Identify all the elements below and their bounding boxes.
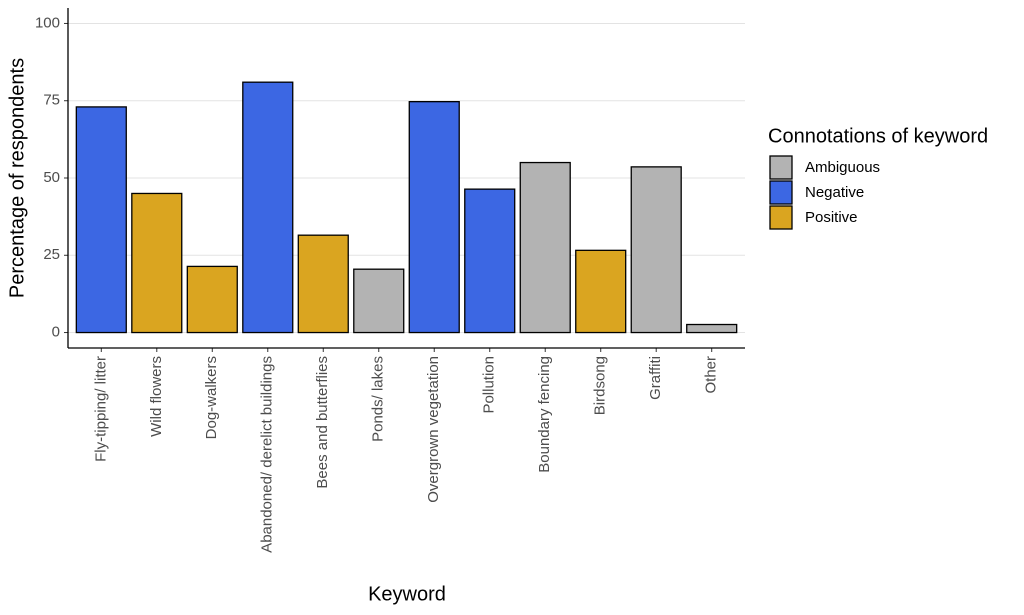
x-tick-label: Ponds/ lakes (370, 356, 387, 442)
legend-key (769, 205, 793, 230)
legend-title: Connotations of keyword (768, 125, 988, 147)
x-tick-label: Other (703, 356, 720, 394)
x-tick-label: Birdsong (592, 356, 609, 415)
x-tick-label: Fly-tipping/ litter (92, 356, 109, 462)
y-tick-label: 75 (43, 92, 60, 109)
bar (75, 106, 127, 334)
legend-key (769, 180, 793, 205)
bar (575, 249, 627, 334)
legend-key (769, 155, 793, 180)
bar (242, 81, 294, 334)
x-axis-title: Keyword (368, 583, 446, 605)
bar (186, 265, 238, 334)
y-tick-label: 25 (43, 246, 60, 263)
bar (131, 192, 183, 334)
x-tick-label: Dog-walkers (203, 356, 220, 439)
bar (297, 234, 349, 334)
x-tick-label: Graffiti (647, 356, 664, 400)
x-tick-label: Abandoned/ derelict buildings (259, 356, 276, 553)
x-tick-label: Boundary fencing (536, 356, 553, 473)
legend-label: Negative (805, 184, 864, 201)
x-tick-label: Overgrown vegetation (425, 356, 442, 503)
bar (408, 101, 460, 334)
y-tick-label: 0 (52, 324, 60, 341)
bar (686, 323, 738, 334)
x-tick-label: Pollution (481, 356, 498, 414)
bar (519, 161, 571, 334)
bar (464, 188, 516, 334)
y-axis-title: Percentage of respondents (6, 58, 28, 298)
x-tick-label: Wild flowers (148, 356, 165, 437)
y-tick-label: 50 (43, 169, 60, 186)
legend-label: Positive (805, 209, 858, 226)
y-tick-label: 100 (35, 14, 60, 31)
x-tick-label: Bees and butterflies (314, 356, 331, 489)
bar (630, 166, 682, 334)
bar (353, 268, 405, 334)
legend-label: Ambiguous (805, 159, 880, 176)
